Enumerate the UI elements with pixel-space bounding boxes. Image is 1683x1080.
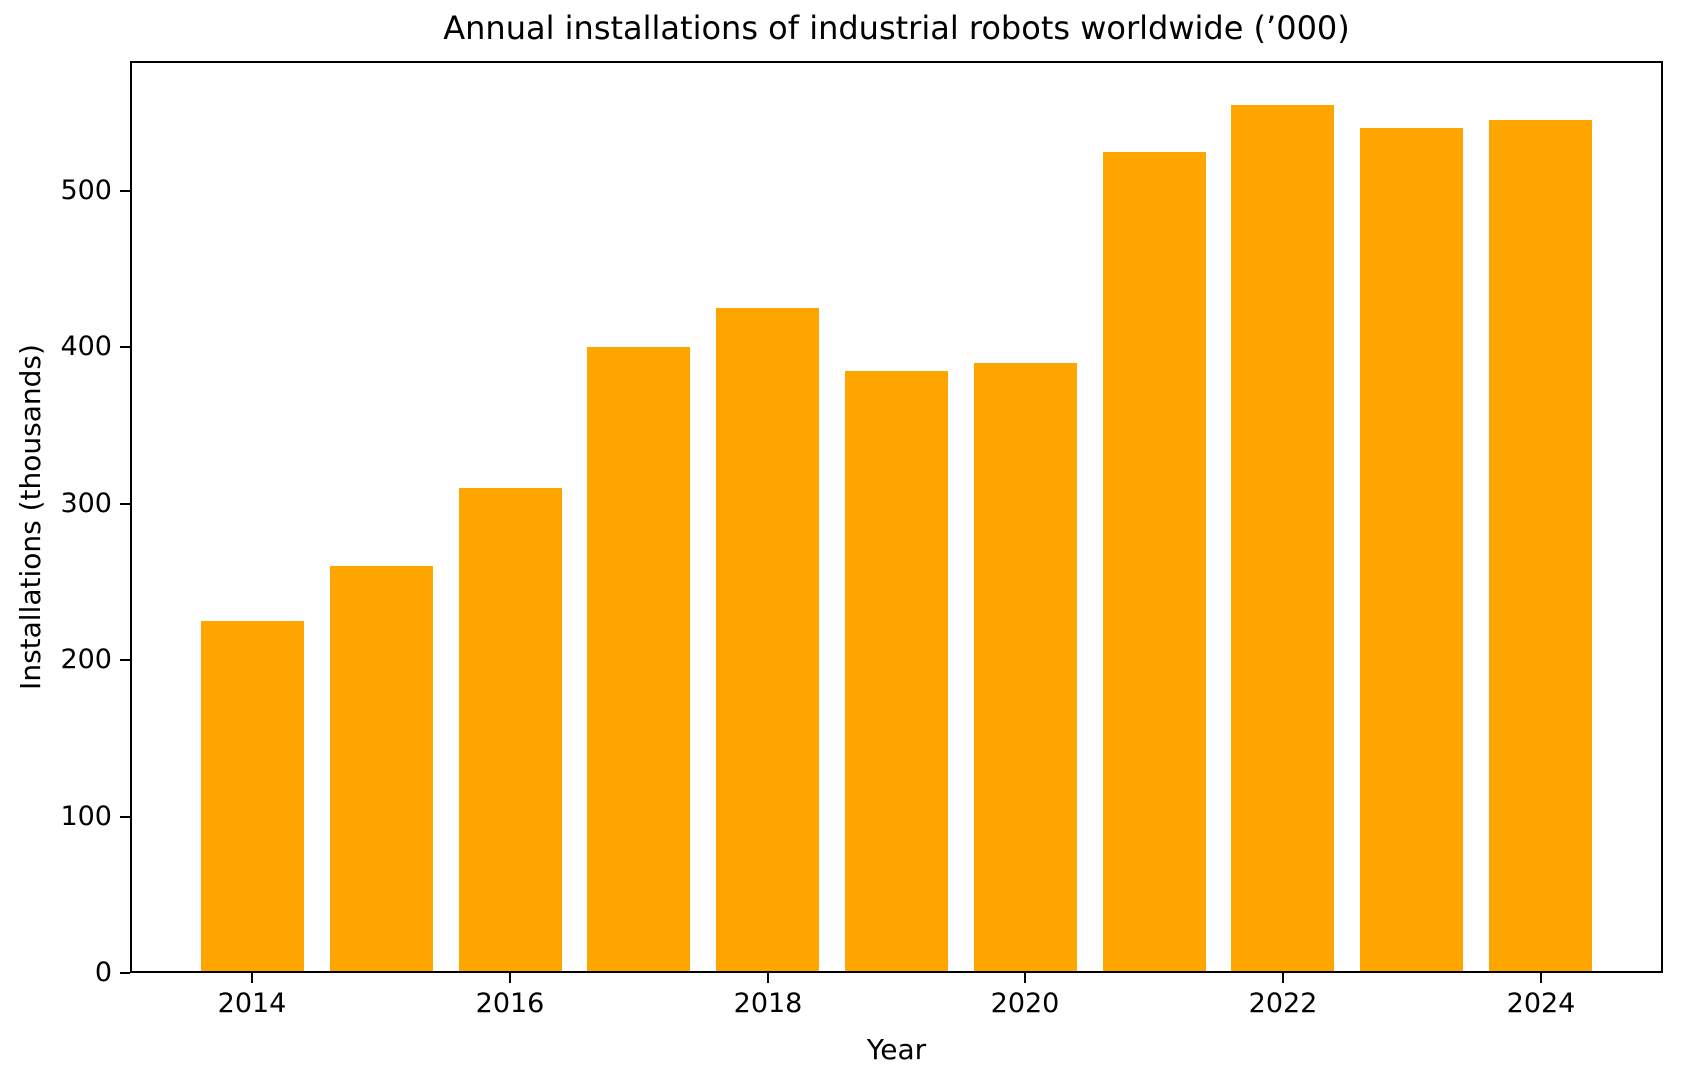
bar-2019 xyxy=(845,371,948,971)
y-axis-label: Installations (thousands) xyxy=(14,344,47,690)
y-tick-400 xyxy=(120,346,130,348)
x-axis-label: Year xyxy=(866,1033,927,1066)
y-tick-500 xyxy=(120,190,130,192)
y-tick-label-100: 100 xyxy=(60,801,112,832)
x-tick-label-2020: 2020 xyxy=(990,988,1060,1019)
x-tick-2022 xyxy=(1282,973,1284,983)
x-tick-label-2024: 2024 xyxy=(1506,988,1576,1019)
x-tick-2016 xyxy=(509,973,511,983)
y-tick-100 xyxy=(120,816,130,818)
x-tick-2024 xyxy=(1540,973,1542,983)
y-tick-0 xyxy=(120,972,130,974)
bar-2023 xyxy=(1360,128,1463,971)
bar-2024 xyxy=(1489,120,1592,971)
y-tick-label-400: 400 xyxy=(60,331,112,362)
bar-2018 xyxy=(716,308,819,971)
x-tick-2018 xyxy=(767,973,769,983)
chart-title: Annual installations of industrial robot… xyxy=(443,9,1350,47)
y-tick-300 xyxy=(120,503,130,505)
bar-2017 xyxy=(587,347,690,971)
bar-2016 xyxy=(459,488,562,971)
x-tick-label-2014: 2014 xyxy=(217,988,287,1019)
bar-2014 xyxy=(201,621,304,971)
x-tick-2020 xyxy=(1024,973,1026,983)
y-tick-label-500: 500 xyxy=(60,175,112,206)
y-tick-200 xyxy=(120,659,130,661)
x-tick-label-2018: 2018 xyxy=(733,988,803,1019)
y-tick-label-0: 0 xyxy=(94,957,112,988)
bar-2015 xyxy=(330,566,433,971)
bar-2022 xyxy=(1231,105,1334,971)
x-tick-label-2016: 2016 xyxy=(475,988,545,1019)
bar-2020 xyxy=(974,363,1077,971)
y-tick-label-300: 300 xyxy=(60,488,112,519)
x-tick-2014 xyxy=(251,973,253,983)
y-tick-label-200: 200 xyxy=(60,644,112,675)
x-tick-label-2022: 2022 xyxy=(1248,988,1318,1019)
bar-2021 xyxy=(1103,152,1206,971)
